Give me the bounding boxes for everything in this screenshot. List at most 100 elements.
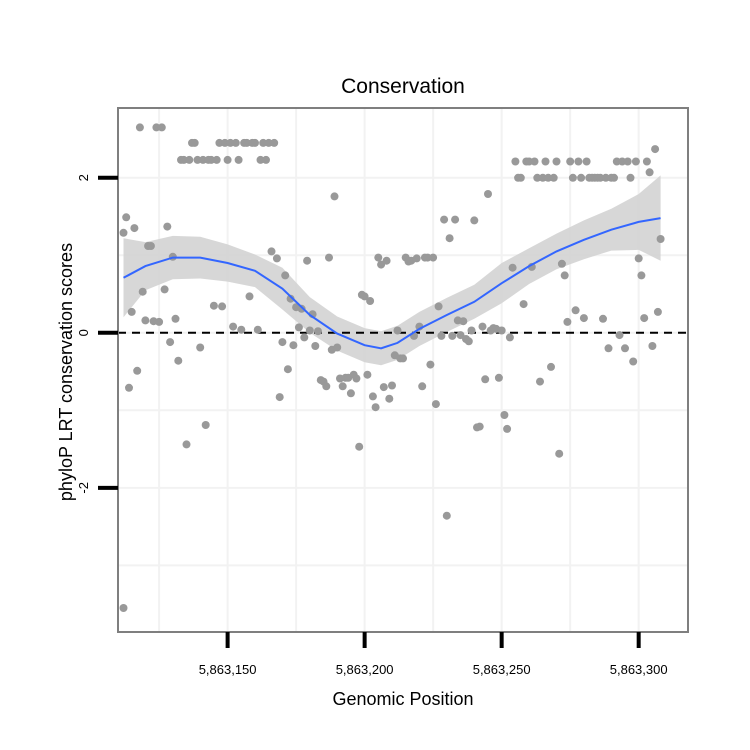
data-point — [311, 342, 320, 350]
confidence-band-group — [123, 175, 661, 366]
y-axis: -2 0 2 — [76, 174, 118, 494]
data-point — [571, 306, 580, 315]
data-point — [229, 322, 238, 331]
data-point — [223, 155, 232, 164]
data-point — [283, 365, 292, 374]
data-point — [601, 173, 610, 182]
data-point — [374, 253, 383, 262]
data-point — [333, 343, 342, 352]
data-point — [470, 216, 479, 225]
data-point — [596, 173, 605, 182]
confidence-band — [123, 175, 661, 366]
data-point — [138, 287, 147, 296]
data-point — [171, 314, 180, 323]
data-point — [182, 440, 191, 449]
data-point — [505, 333, 514, 342]
data-point — [163, 222, 172, 231]
data-point — [451, 215, 460, 224]
data-point — [355, 442, 364, 451]
data-point — [286, 294, 295, 303]
data-point — [442, 511, 451, 520]
data-point — [615, 331, 624, 340]
data-point — [426, 360, 435, 369]
data-point — [346, 389, 355, 398]
data-point — [560, 271, 569, 280]
data-point — [270, 138, 279, 147]
data-point — [445, 234, 454, 243]
data-point — [653, 307, 662, 316]
data-point — [508, 263, 517, 272]
data-point — [275, 393, 284, 402]
data-point — [330, 192, 339, 201]
data-point — [207, 155, 216, 164]
data-point — [388, 381, 396, 390]
data-point — [338, 382, 347, 391]
data-point — [305, 326, 314, 335]
data-point — [440, 215, 449, 224]
data-point — [574, 157, 583, 166]
data-point — [251, 138, 259, 147]
data-point — [281, 271, 290, 280]
y-tick-label: -2 — [76, 482, 91, 494]
data-point — [618, 157, 627, 166]
smooth-line — [123, 217, 661, 350]
data-point — [481, 375, 490, 384]
data-point — [497, 326, 506, 335]
y-tick-label: 2 — [76, 174, 91, 181]
data-point — [429, 253, 438, 262]
data-point — [511, 157, 520, 166]
data-point — [155, 317, 164, 326]
data-point — [631, 157, 640, 166]
data-point — [297, 304, 306, 313]
data-point — [215, 138, 224, 147]
data-point — [119, 228, 128, 237]
data-point — [448, 331, 457, 340]
data-point — [160, 285, 169, 294]
data-point — [634, 254, 643, 263]
data-point — [363, 370, 372, 379]
data-point — [393, 326, 402, 335]
data-point — [218, 302, 227, 311]
data-point — [314, 327, 322, 336]
data-point — [272, 254, 281, 263]
chart-title: Conservation — [341, 75, 465, 98]
x-tick-label: 5,863,300 — [610, 662, 668, 677]
data-point — [174, 356, 183, 365]
x-axis-title: Genomic Position — [332, 689, 473, 709]
data-point — [119, 604, 128, 612]
data-point — [185, 155, 194, 164]
data-point — [303, 256, 312, 265]
data-point — [530, 157, 539, 166]
data-point — [135, 123, 144, 132]
y-tick-label: 0 — [76, 329, 91, 336]
data-point — [533, 173, 542, 182]
data-point — [201, 421, 210, 429]
x-tick-label: 5,863,200 — [336, 662, 394, 677]
data-point — [651, 145, 660, 154]
data-point — [366, 297, 375, 305]
data-point — [648, 342, 657, 350]
data-point — [133, 366, 142, 375]
data-point — [467, 326, 476, 335]
data-point — [494, 373, 503, 382]
data-point — [253, 325, 262, 334]
data-point — [256, 155, 265, 164]
data-point — [434, 302, 443, 311]
smooth-line-group — [123, 217, 661, 350]
data-point — [475, 422, 484, 431]
data-point — [122, 213, 131, 222]
data-point — [371, 403, 380, 412]
data-point — [325, 253, 333, 262]
data-point — [478, 322, 487, 331]
panel-border — [117, 107, 689, 633]
data-points — [119, 123, 665, 612]
data-point — [385, 394, 394, 403]
data-point — [623, 157, 632, 166]
data-point — [566, 157, 575, 166]
data-point — [568, 173, 577, 182]
data-point — [360, 292, 369, 301]
data-point — [242, 138, 251, 147]
data-point — [555, 449, 564, 458]
data-point — [399, 354, 407, 363]
data-point — [640, 314, 649, 323]
